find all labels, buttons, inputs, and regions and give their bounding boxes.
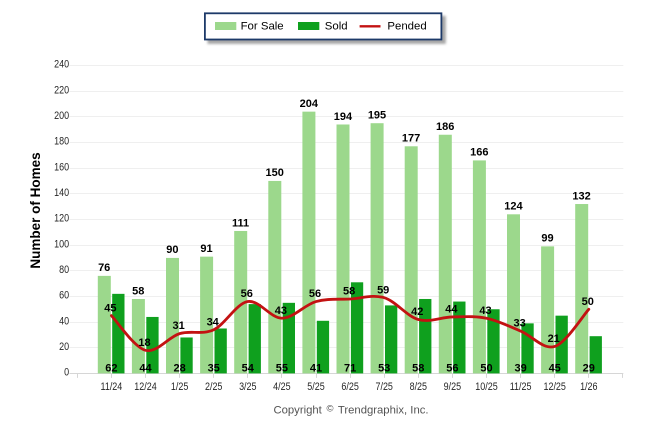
svg-text:204: 204	[300, 98, 319, 110]
svg-text:9/25: 9/25	[444, 381, 462, 393]
svg-text:0: 0	[64, 367, 69, 379]
svg-text:53: 53	[378, 362, 390, 374]
svg-text:2/25: 2/25	[205, 381, 223, 393]
svg-text:41: 41	[310, 362, 322, 374]
svg-text:90: 90	[166, 244, 178, 256]
svg-text:62: 62	[105, 362, 117, 374]
svg-text:Copyright © Trendgraphix, Inc.: Copyright © Trendgraphix, Inc.	[273, 404, 428, 417]
svg-text:120: 120	[54, 213, 69, 225]
svg-text:50: 50	[582, 296, 594, 308]
svg-text:59: 59	[377, 284, 389, 296]
svg-text:7/25: 7/25	[375, 381, 393, 393]
svg-text:186: 186	[436, 121, 454, 133]
svg-text:20: 20	[59, 341, 69, 353]
svg-text:1/25: 1/25	[171, 381, 189, 393]
svg-text:56: 56	[446, 362, 458, 374]
svg-text:31: 31	[172, 320, 184, 332]
svg-text:195: 195	[368, 110, 386, 122]
svg-text:5/25: 5/25	[307, 381, 325, 393]
svg-text:56: 56	[309, 288, 321, 300]
svg-text:177: 177	[402, 133, 420, 145]
svg-text:140: 140	[54, 187, 69, 199]
svg-text:8/25: 8/25	[410, 381, 428, 393]
svg-text:111: 111	[232, 217, 249, 229]
svg-text:40: 40	[59, 316, 69, 328]
svg-text:10/25: 10/25	[475, 381, 498, 393]
svg-text:220: 220	[54, 85, 69, 97]
svg-text:54: 54	[242, 362, 255, 374]
svg-text:58: 58	[412, 362, 424, 374]
svg-text:180: 180	[54, 136, 69, 148]
svg-text:50: 50	[480, 362, 492, 374]
svg-text:194: 194	[334, 111, 353, 123]
svg-text:45: 45	[549, 362, 561, 374]
svg-text:11/24: 11/24	[101, 381, 123, 393]
svg-text:Sold: Sold	[325, 21, 348, 33]
svg-text:42: 42	[411, 306, 423, 318]
svg-text:76: 76	[98, 262, 110, 274]
svg-text:240: 240	[54, 59, 69, 71]
svg-text:21: 21	[548, 333, 560, 345]
svg-text:4/25: 4/25	[273, 381, 291, 393]
svg-text:91: 91	[200, 243, 212, 255]
svg-text:99: 99	[541, 233, 553, 245]
svg-text:6/25: 6/25	[341, 381, 359, 393]
svg-text:124: 124	[504, 201, 523, 213]
svg-text:55: 55	[276, 362, 288, 374]
svg-text:166: 166	[470, 147, 488, 159]
svg-text:Number of Homes: Number of Homes	[28, 152, 43, 268]
svg-text:44: 44	[445, 304, 458, 316]
svg-text:11/25: 11/25	[510, 381, 532, 393]
svg-text:80: 80	[59, 264, 69, 276]
svg-text:56: 56	[241, 288, 253, 300]
svg-text:60: 60	[59, 290, 69, 302]
svg-text:35: 35	[208, 362, 220, 374]
svg-text:58: 58	[343, 286, 355, 298]
svg-text:28: 28	[173, 362, 185, 374]
svg-text:For Sale: For Sale	[241, 21, 284, 33]
svg-text:43: 43	[479, 305, 491, 317]
svg-text:33: 33	[513, 318, 525, 330]
svg-text:39: 39	[514, 362, 526, 374]
svg-text:71: 71	[344, 362, 356, 374]
svg-text:29: 29	[583, 362, 595, 374]
svg-text:12/24: 12/24	[134, 381, 157, 393]
svg-text:1/26: 1/26	[580, 381, 598, 393]
svg-text:132: 132	[572, 190, 590, 202]
svg-text:150: 150	[266, 167, 284, 179]
svg-text:18: 18	[138, 337, 150, 349]
svg-text:45: 45	[104, 302, 116, 314]
svg-text:100: 100	[54, 239, 69, 251]
svg-text:58: 58	[132, 285, 144, 297]
svg-text:44: 44	[139, 362, 152, 374]
svg-text:160: 160	[54, 162, 69, 174]
svg-text:34: 34	[207, 316, 220, 328]
svg-text:3/25: 3/25	[239, 381, 257, 393]
svg-text:200: 200	[54, 110, 69, 122]
svg-text:Pended: Pended	[387, 21, 426, 33]
svg-text:43: 43	[275, 305, 287, 317]
svg-text:12/25: 12/25	[543, 381, 566, 393]
